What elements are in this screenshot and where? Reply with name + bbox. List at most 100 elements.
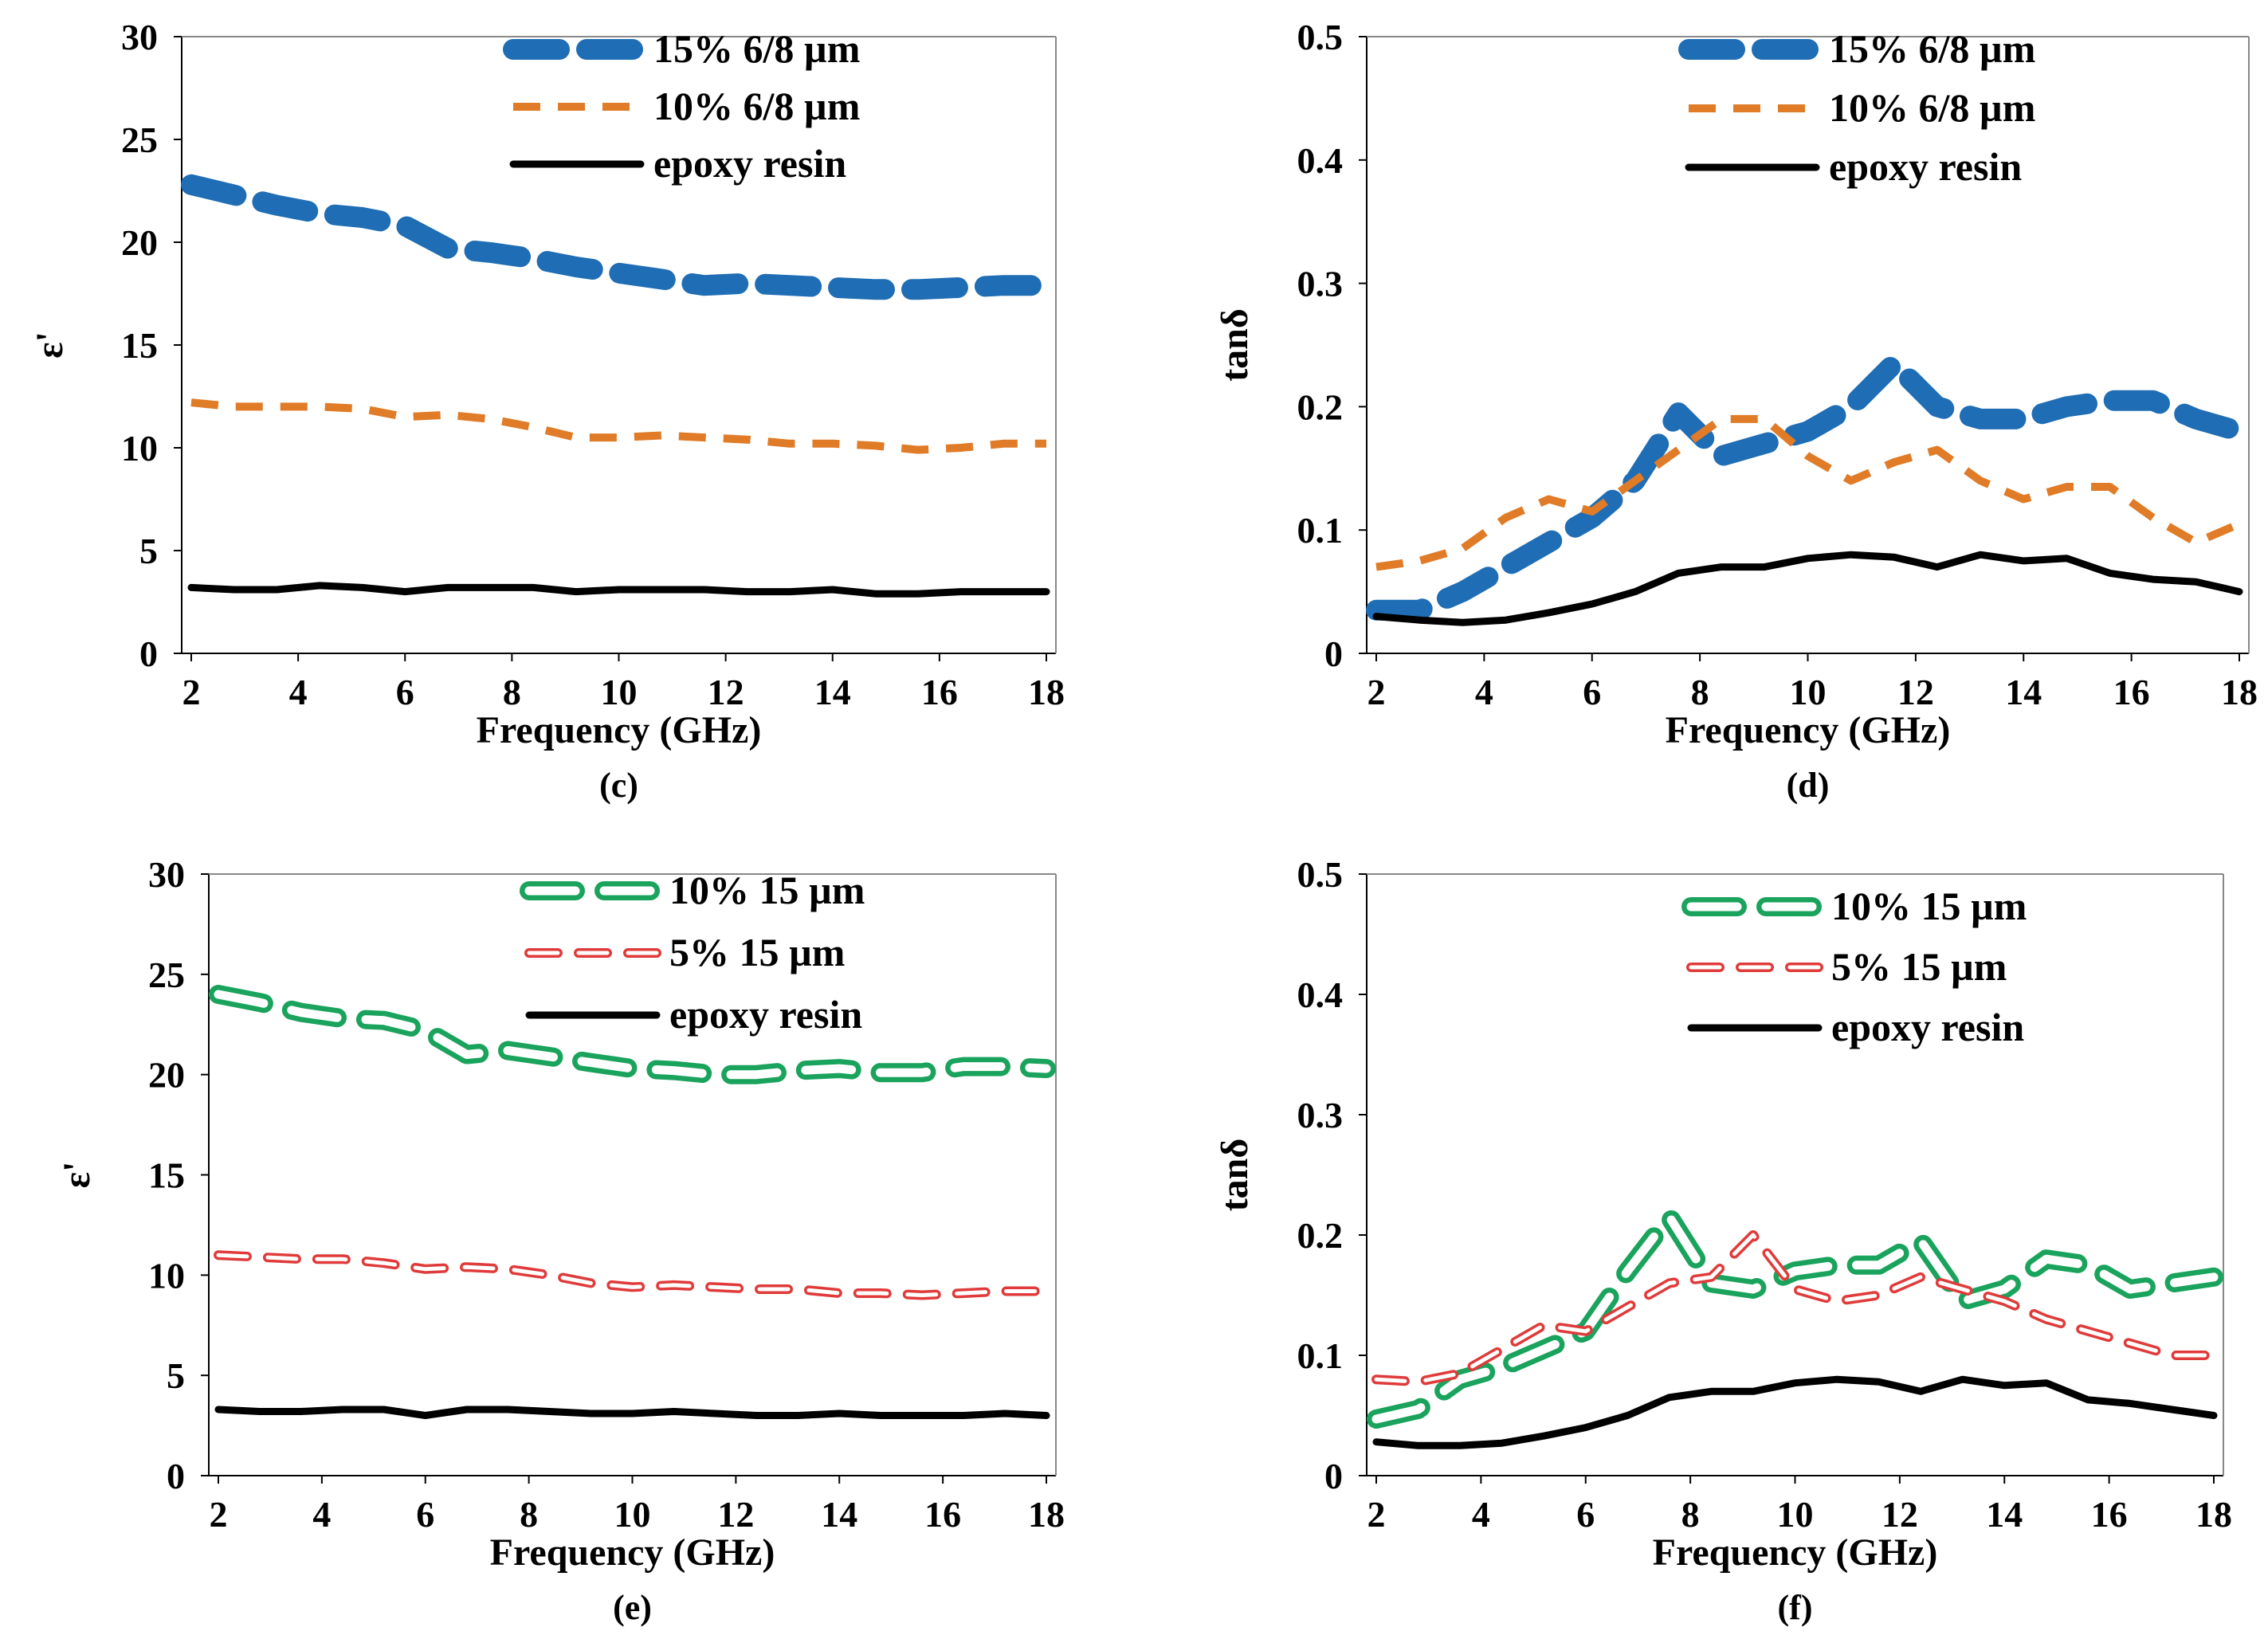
series-15-6-8-m <box>181 174 1057 300</box>
series-line <box>181 174 1057 300</box>
x-tick-label: 10 <box>1777 1494 1814 1535</box>
y-tick-label: 5 <box>167 1355 185 1396</box>
x-tick-label: 10 <box>1790 672 1827 712</box>
x-tick-label: 18 <box>1028 672 1065 712</box>
legend-label: epoxy resin <box>669 992 862 1037</box>
series-line <box>1372 1375 2218 1449</box>
x-tick-label: 6 <box>1576 1494 1595 1535</box>
data-point <box>531 257 536 261</box>
x-tick-label: 18 <box>2221 672 2258 712</box>
series-line <box>216 1253 1049 1297</box>
y-tick-label: 0.4 <box>1297 140 1344 181</box>
series-epoxy-resin <box>187 582 1050 598</box>
chart-panel-e: 0 5 10 15 20 25 30 2 4 6 8 10 12 14 16 18 Frequency (GHz… <box>56 854 1065 1627</box>
data-point <box>617 435 622 440</box>
legend-label: 10% 6/8 µm <box>1829 85 2035 130</box>
data-point <box>1762 417 1767 421</box>
series-5-15-m <box>214 1250 1051 1300</box>
y-tick-label: 15 <box>121 325 158 366</box>
data-point <box>274 404 279 409</box>
y-axis-label: tanδ <box>1214 308 1256 382</box>
legend-entry: epoxy resin <box>1685 144 2022 189</box>
chart-panel-d: 0 0.1 0.2 0.3 0.4 0.5 2 4 6 8 10 12 14 16 18 Frequency … <box>1214 17 2258 805</box>
legend-entry: 5% 15 µm <box>1686 944 2007 989</box>
x-tick-label: 4 <box>1472 1494 1490 1535</box>
y-axis-label: ε' <box>56 1162 98 1189</box>
data-point <box>2211 1353 2216 1358</box>
x-tick-label: 4 <box>312 1494 331 1535</box>
x-tick-label: 2 <box>1367 1494 1386 1535</box>
x-tick-label: 2 <box>182 672 201 712</box>
x-tick-label: 12 <box>1881 1494 1918 1535</box>
y-tick-label: 10 <box>148 1255 185 1296</box>
x-axis-label: Frequency (GHz) <box>477 709 762 751</box>
series-epoxy-resin <box>214 1406 1050 1419</box>
x-axis-label: Frequency (GHz) <box>1653 1531 1938 1574</box>
legend-label: 5% 15 µm <box>1831 944 2007 989</box>
x-tick-label: 14 <box>814 672 851 712</box>
x-tick-label: 10 <box>601 672 638 712</box>
legend-entry: 15% 6/8 µm <box>1678 26 2035 71</box>
data-point <box>1416 1379 1421 1384</box>
x-tick-label: 8 <box>520 1494 538 1535</box>
x-tick-label: 2 <box>1367 672 1386 712</box>
y-axis-label: ε' <box>29 331 71 359</box>
y-tick-label: 0.3 <box>1297 1095 1344 1135</box>
data-point <box>317 404 322 409</box>
data-point <box>531 425 536 429</box>
legend-entry: 10% 15 µm <box>520 868 865 912</box>
x-tick-label: 8 <box>1681 1494 1700 1535</box>
x-tick-label: 16 <box>2091 1494 2128 1535</box>
series-line <box>214 1406 1050 1419</box>
legend-label: 5% 15 µm <box>669 930 845 974</box>
x-axis-label: Frequency (GHz) <box>1666 709 1951 751</box>
x-tick-label: 18 <box>1028 1494 1065 1535</box>
legend-label: 10% 6/8 µm <box>653 84 860 128</box>
data-point <box>423 1028 428 1033</box>
series-line <box>1371 1212 2219 1424</box>
x-tick-label: 2 <box>210 1494 228 1535</box>
data-point <box>1044 1288 1049 1293</box>
y-tick-label: 25 <box>121 120 158 160</box>
y-tick-label: 0.5 <box>1297 17 1344 57</box>
x-tick-label: 12 <box>1897 672 1934 712</box>
series-line <box>1374 1233 2216 1384</box>
y-tick-label: 0.2 <box>1297 1215 1344 1256</box>
legend-entry: 10% 15 µm <box>1681 884 2027 928</box>
x-tick-label: 8 <box>503 672 521 712</box>
x-tick-label: 4 <box>1475 672 1493 712</box>
x-tick-label: 8 <box>1691 672 1709 712</box>
series-line <box>214 990 1051 1080</box>
series-epoxy-resin <box>1372 1375 2218 1449</box>
data-point <box>445 413 450 418</box>
x-axis-label: Frequency (GHz) <box>490 1531 775 1574</box>
x-tick-label: 4 <box>289 672 308 712</box>
series-5-15-m <box>1371 1230 2219 1387</box>
x-tick-label: 16 <box>921 672 958 712</box>
panel-label: (e) <box>613 1588 652 1627</box>
series-epoxy-resin <box>1372 551 2243 626</box>
series-line <box>1372 551 2243 626</box>
series-10-6-8-m <box>1375 414 2241 571</box>
x-tick-label: 16 <box>924 1494 961 1535</box>
x-tick-label: 12 <box>717 1494 754 1535</box>
series-line <box>214 1250 1051 1300</box>
data-point <box>712 1072 717 1077</box>
series-10-15-m <box>209 985 1056 1084</box>
x-tick-label: 14 <box>1986 1494 2023 1535</box>
x-tick-label: 6 <box>396 672 414 712</box>
y-tick-label: 0.5 <box>1297 854 1344 895</box>
x-tick-label: 6 <box>416 1494 434 1535</box>
legend-entry: 5% 15 µm <box>524 930 845 974</box>
legend-entry: 10% 6/8 µm <box>1689 85 2035 130</box>
data-point <box>257 1255 262 1260</box>
legend-entry: epoxy resin <box>1687 1005 2024 1049</box>
data-point <box>795 1287 800 1292</box>
series-10-6-8-m <box>190 398 1046 454</box>
y-tick-label: 15 <box>148 1155 185 1196</box>
legend-label: 15% 6/8 µm <box>1829 26 2035 71</box>
legend-label: 15% 6/8 µm <box>653 26 860 71</box>
y-tick-label: 0 <box>1324 633 1343 674</box>
y-tick-label: 5 <box>139 531 158 571</box>
data-point <box>360 406 365 411</box>
